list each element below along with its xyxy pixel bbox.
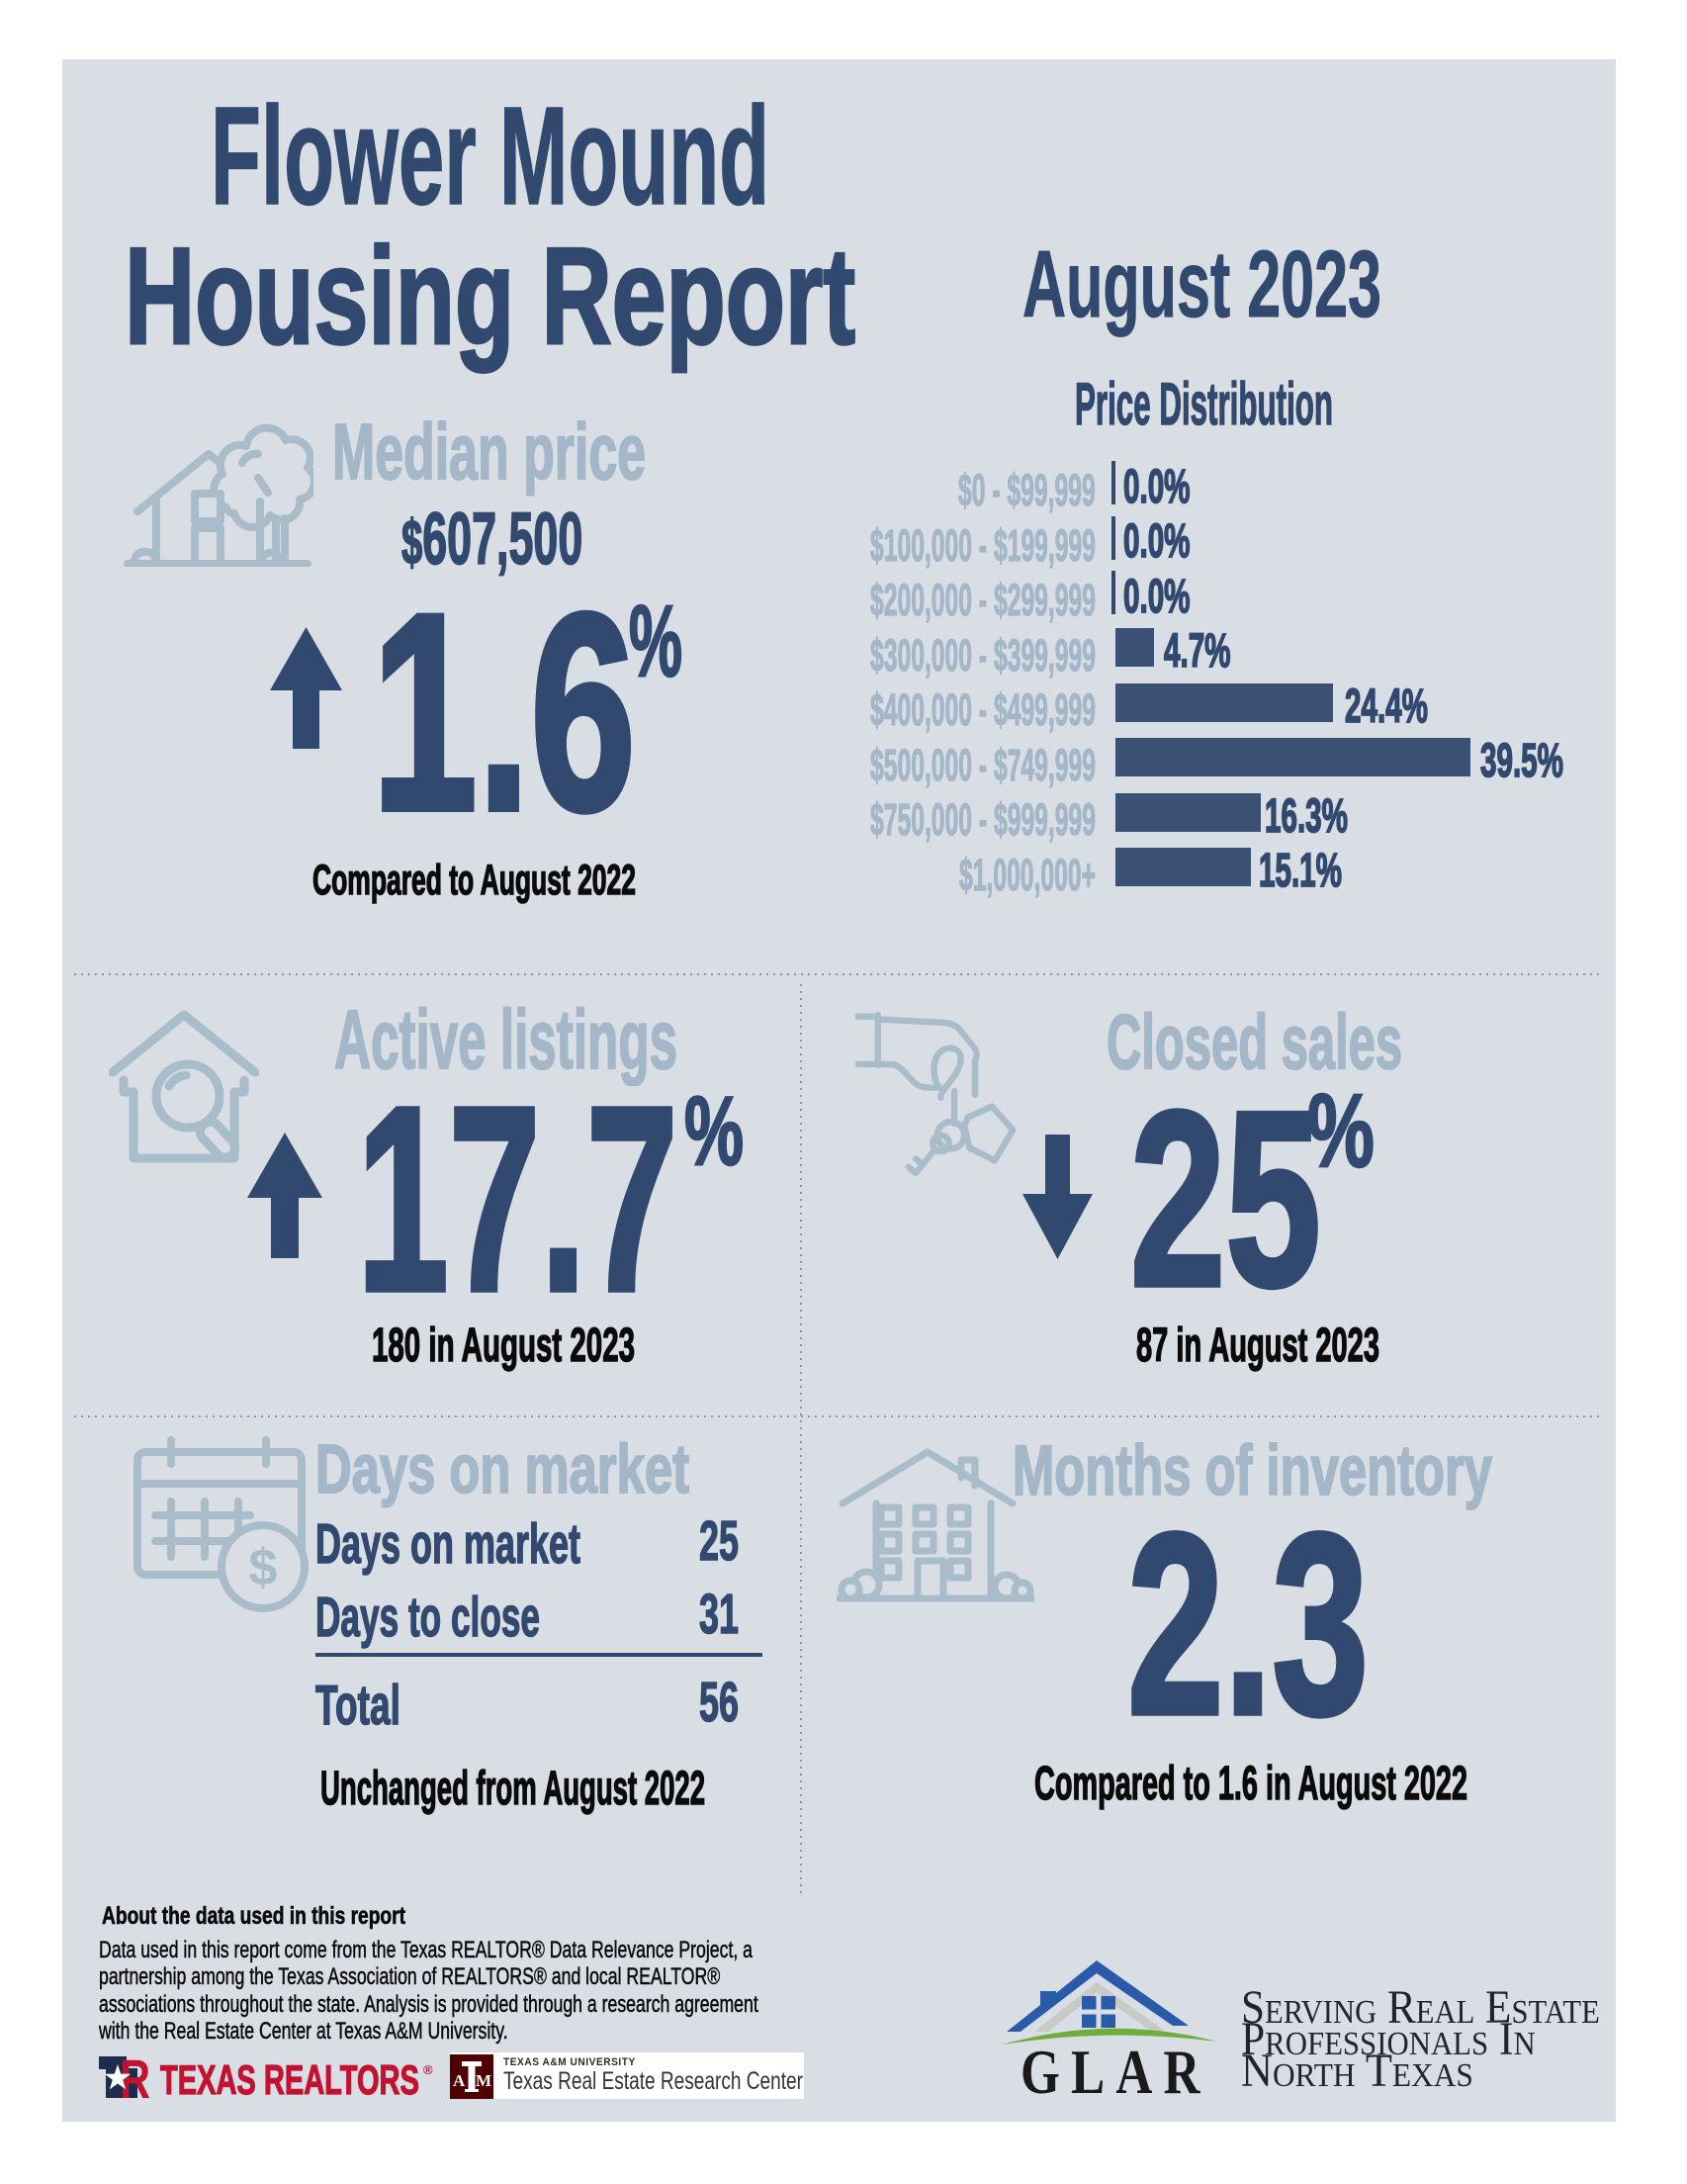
svg-text:$: $: [249, 1539, 278, 1596]
svg-text:A: A: [453, 2071, 466, 2090]
svg-text:M: M: [476, 2071, 491, 2090]
